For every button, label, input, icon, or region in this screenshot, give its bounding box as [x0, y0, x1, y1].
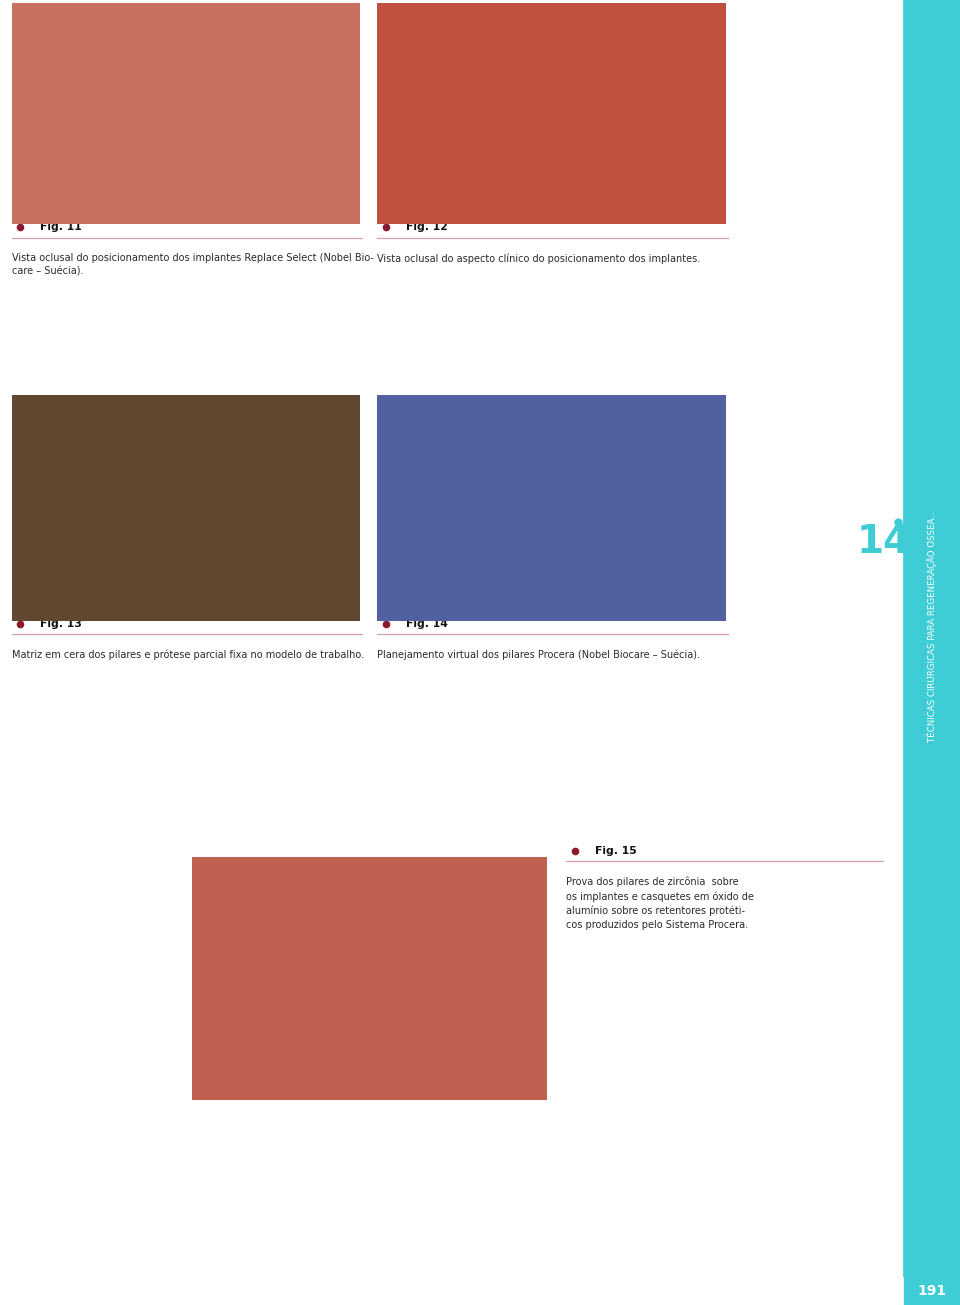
- Text: 191: 191: [918, 1284, 947, 1297]
- Text: Planejamento virtual dos pilares Procera (Nobel Biocare – Suécia).: Planejamento virtual dos pilares Procera…: [377, 650, 700, 660]
- Text: Fig. 12: Fig. 12: [406, 222, 448, 232]
- Text: Fig. 13: Fig. 13: [40, 619, 83, 629]
- Text: Matriz em cera dos pilares e prótese parcial fixa no modelo de trabalho.: Matriz em cera dos pilares e prótese par…: [12, 650, 364, 660]
- Text: Vista oclusal do posicionamento dos implantes Replace Select (Nobel Bio-
care – : Vista oclusal do posicionamento dos impl…: [12, 253, 373, 277]
- Bar: [904, 1276, 960, 1305]
- Text: TÉCNICAS CIRÚRGICAS PARA REGENERAÇÃO ÓSSEA...: TÉCNICAS CIRÚRGICAS PARA REGENERAÇÃO Ó…: [927, 510, 937, 743]
- Text: Prova dos pilares de zircônia  sobre
os implantes e casquetes em óxido de
alumín: Prova dos pilares de zircônia sobre os i…: [566, 877, 755, 929]
- Text: Fig. 14: Fig. 14: [406, 619, 448, 629]
- Bar: [904, 0, 960, 1276]
- Text: 14: 14: [856, 522, 910, 561]
- Text: Fig. 15: Fig. 15: [595, 846, 636, 856]
- Text: Fig. 11: Fig. 11: [40, 222, 82, 232]
- Text: Vista oclusal do aspecto clínico do posicionamento dos implantes.: Vista oclusal do aspecto clínico do posi…: [377, 253, 701, 264]
